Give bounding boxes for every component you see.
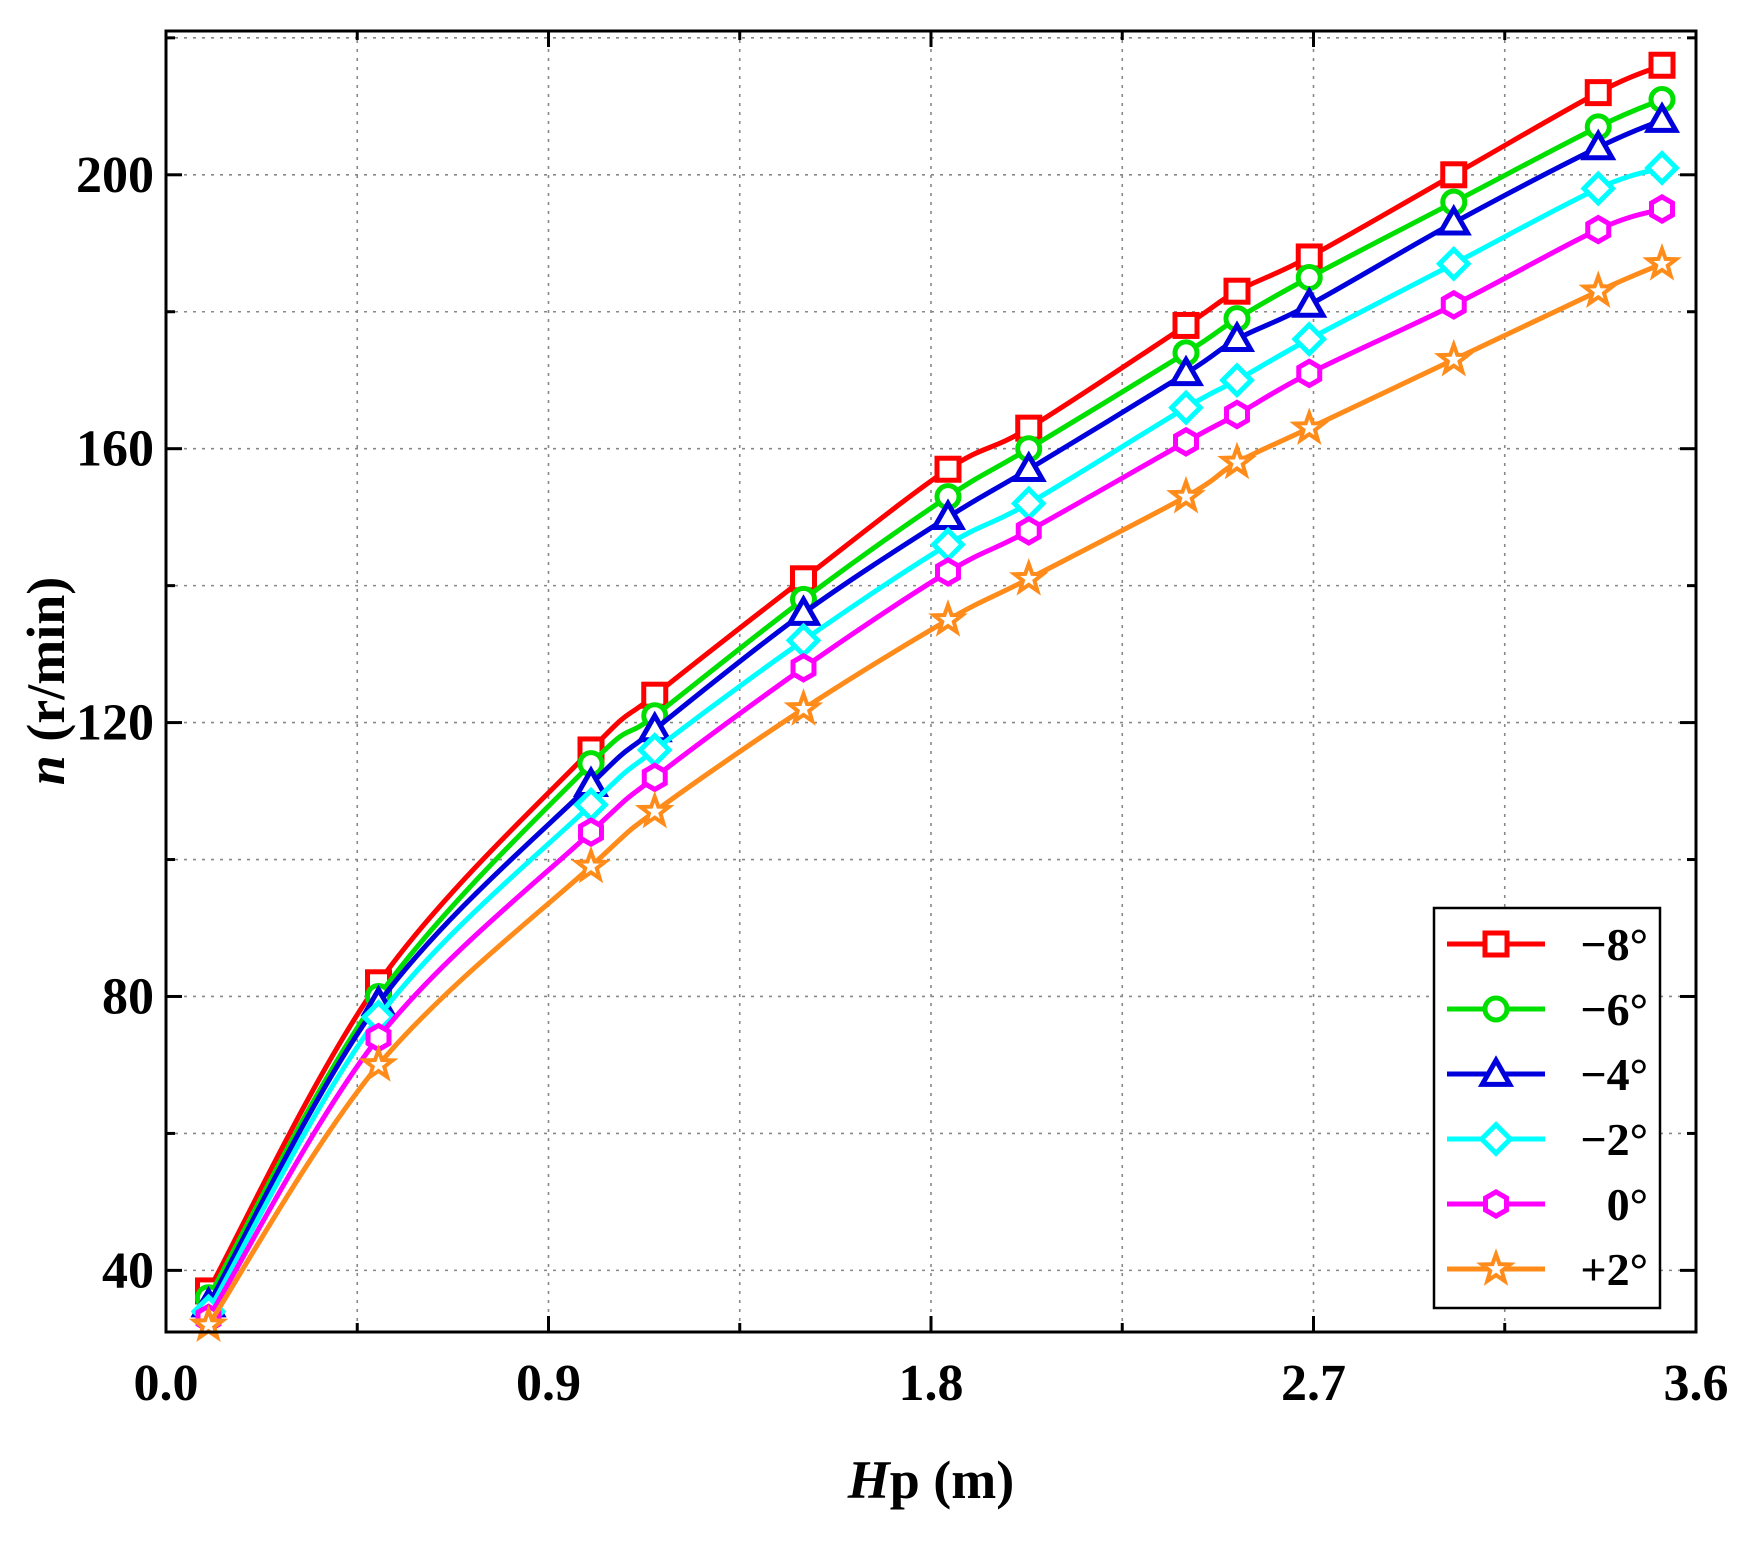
x-axis-label-italic: H (847, 1450, 892, 1510)
x-tick-label: 1.8 (899, 1355, 964, 1412)
legend-entry: −6° (1447, 984, 1648, 1035)
series-line (206, 206, 1663, 1320)
marker-star (571, 845, 611, 884)
marker-diamond (1219, 362, 1255, 399)
marker-circle (1482, 995, 1510, 1023)
series-line (206, 165, 1663, 1313)
y-tick-label: 40 (102, 1242, 154, 1299)
marker-hexagon (641, 762, 668, 793)
legend-label: +2° (1580, 1244, 1648, 1295)
y-axis-label-rest: (r/min) (16, 577, 76, 755)
series-hexagon (195, 194, 1675, 1334)
marker-diamond (1644, 150, 1680, 186)
marker-hexagon (1173, 426, 1199, 457)
axis-ticks: 0.0 0.9 1.8 2.7 3.6 40 80 120 160 200 (76, 31, 1729, 1412)
legend-label: −2° (1580, 1114, 1648, 1165)
marker-square (1648, 51, 1676, 79)
plot-series (188, 51, 1682, 1342)
x-tick-label: 3.6 (1664, 1355, 1729, 1412)
x-axis-label-rest: p (m) (890, 1450, 1014, 1510)
series-star (188, 243, 1682, 1342)
legend-label: 0° (1607, 1179, 1648, 1230)
x-tick-label: 0.9 (516, 1355, 581, 1412)
marker-triangle (1010, 450, 1047, 483)
y-tick-label: 160 (76, 421, 154, 478)
legend-box (1432, 906, 1662, 1310)
marker-diamond (930, 526, 966, 563)
marker-hexagon (1649, 194, 1675, 225)
marker-diamond (1168, 389, 1204, 426)
marker-hexagon (1440, 289, 1467, 320)
marker-square (1172, 311, 1200, 339)
marker-star (1433, 338, 1474, 377)
legend: −8° −6° −4° −2° 0° +2° (1432, 906, 1662, 1310)
marker-star (1476, 1248, 1516, 1286)
marker-diamond (1580, 170, 1617, 207)
legend-label: −6° (1580, 984, 1648, 1035)
marker-square (934, 455, 962, 483)
y-tick-label: 200 (76, 147, 154, 204)
marker-square (1482, 930, 1510, 958)
legend-entry: −2° (1447, 1114, 1648, 1165)
marker-triangle (929, 498, 967, 530)
marker-hexagon (935, 556, 961, 587)
marker-triangle (1643, 101, 1681, 133)
series-line (206, 117, 1663, 1306)
series-line (206, 97, 1663, 1299)
marker-star (1642, 243, 1682, 281)
marker-hexagon (790, 652, 817, 683)
y-tick-label: 120 (76, 695, 154, 752)
legend-label: −8° (1580, 919, 1648, 970)
marker-hexagon (578, 817, 604, 848)
y-axis-label: n (r/min) (16, 577, 76, 786)
legend-entry: −4° (1447, 1049, 1648, 1100)
marker-diamond (1478, 1121, 1514, 1157)
marker-triangle (1580, 128, 1617, 161)
marker-square (1440, 161, 1468, 189)
y-axis-label-italic: n (16, 755, 76, 785)
marker-triangle (1435, 203, 1472, 236)
marker-star (1217, 441, 1257, 480)
y-tick-label: 80 (102, 968, 154, 1025)
marker-triangle (1291, 286, 1328, 318)
marker-star (928, 599, 968, 637)
marker-square (1223, 277, 1251, 305)
marker-star (783, 688, 824, 726)
marker-hexagon (1296, 358, 1323, 389)
marker-circle (1295, 264, 1323, 292)
x-tick-label: 2.7 (1281, 1355, 1346, 1412)
marker-triangle (1167, 354, 1205, 387)
x-tick-label: 0.0 (134, 1355, 199, 1412)
legend-label: −4° (1580, 1049, 1648, 1100)
x-axis-label: Hp (m) (847, 1450, 1015, 1510)
marker-star (358, 1044, 399, 1082)
marker-hexagon (1015, 515, 1042, 546)
marker-square (1584, 79, 1612, 107)
legend-entry: +2° (1447, 1244, 1648, 1295)
marker-star (1008, 557, 1049, 596)
marker-hexagon (1585, 214, 1612, 245)
marker-hexagon (1483, 1189, 1509, 1219)
marker-hexagon (1224, 399, 1250, 430)
series-line (206, 261, 1663, 1327)
marker-star (1166, 475, 1206, 514)
marker-triangle (1218, 320, 1256, 352)
marker-diamond (1435, 245, 1472, 282)
marker-star (1578, 270, 1619, 309)
marker-diamond (1010, 485, 1047, 522)
legend-entry: 0° (1447, 1179, 1648, 1230)
marker-star (1289, 407, 1330, 445)
marker-star (634, 790, 675, 829)
legend-entry: −8° (1447, 919, 1648, 970)
marker-triangle (1477, 1055, 1515, 1087)
marker-diamond (1291, 321, 1328, 357)
